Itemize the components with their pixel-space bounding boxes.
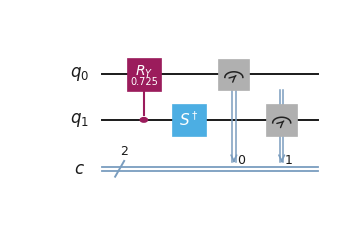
Circle shape [140, 118, 147, 122]
Text: $R_Y$: $R_Y$ [135, 64, 153, 80]
FancyBboxPatch shape [266, 104, 297, 136]
Text: $c$: $c$ [74, 160, 85, 178]
Text: 2: 2 [120, 145, 127, 158]
Text: 0: 0 [237, 154, 245, 168]
Text: 0.725: 0.725 [130, 77, 158, 87]
Text: $q_1$: $q_1$ [70, 111, 89, 129]
FancyBboxPatch shape [172, 104, 206, 136]
FancyBboxPatch shape [127, 58, 161, 91]
Text: $q_0$: $q_0$ [70, 65, 89, 84]
Text: $S^\dagger$: $S^\dagger$ [179, 111, 199, 129]
FancyBboxPatch shape [219, 59, 249, 90]
Text: 1: 1 [285, 154, 293, 168]
